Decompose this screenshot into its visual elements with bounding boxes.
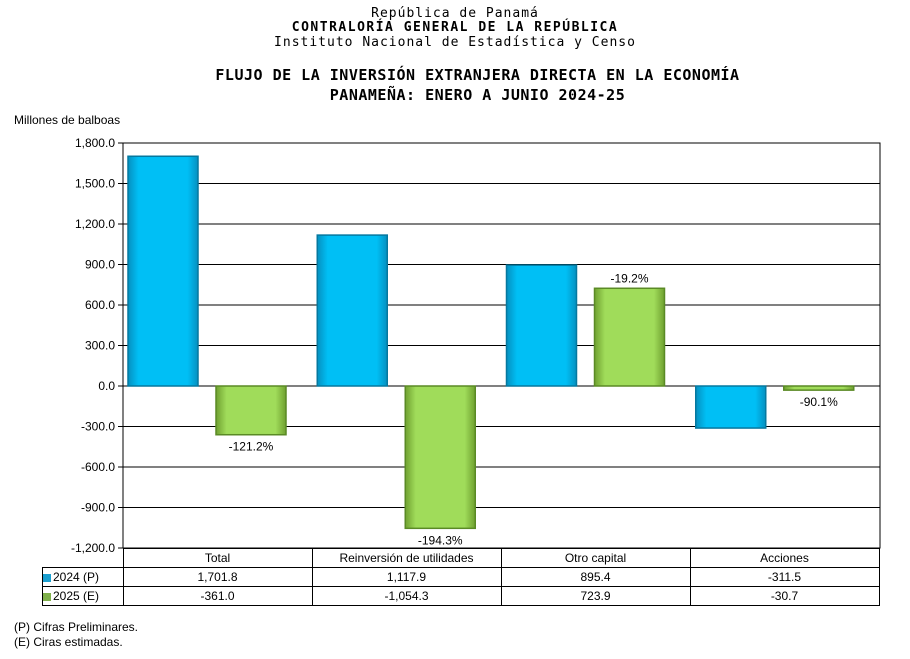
table-header-otro-capital: Otro capital: [500, 548, 691, 568]
chart-plot: 1,800.0 1,500.0 1,200.0 900.0 600.0 300.0 0.0 -…: [71, 136, 881, 555]
y-tick-label: 0.0: [98, 379, 115, 393]
table-cell: -1,054.3: [311, 586, 502, 606]
footnote-preliminary: (P) Cifras Preliminares.: [14, 620, 139, 634]
data-label-pct: -121.2%: [229, 440, 274, 454]
bar-2024: [505, 264, 578, 387]
y-tick-label: 300.0: [85, 339, 115, 353]
y-tick-label: 1,200.0: [75, 217, 115, 231]
data-table: Total Reinversión de utilidades Otro cap…: [42, 548, 880, 606]
y-tick-label: -300.0: [81, 420, 115, 434]
y-tick-label: 1,800.0: [75, 136, 115, 150]
legend-label-2025: 2025 (E): [53, 589, 100, 603]
table-cell: -361.0: [122, 586, 313, 606]
bar-2025: [215, 385, 287, 436]
table-cell: -30.7: [689, 586, 880, 606]
y-tick-label: -900.0: [81, 501, 115, 515]
legend-label-2024: 2024 (P): [53, 570, 100, 584]
chart-title-line2: PANAMEÑA: ENERO A JUNIO 2024-25: [329, 86, 626, 104]
bar-2024: [695, 385, 767, 429]
y-tick-label: 1,500.0: [75, 177, 115, 191]
y-tick-label: -600.0: [81, 460, 115, 474]
table-cell: -311.5: [689, 567, 880, 587]
header-institute: Instituto Nacional de Estadística y Cens…: [274, 35, 636, 50]
table-header-acciones: Acciones: [689, 548, 880, 568]
bar-2024: [127, 155, 199, 387]
table-header-total: Total: [122, 548, 313, 568]
table-cell: 1,701.8: [122, 567, 313, 587]
data-label-pct: -90.1%: [800, 395, 838, 409]
table-cell: 723.9: [500, 586, 691, 606]
legend-swatch-2024: [43, 573, 51, 582]
y-axis-label: Millones de balboas: [14, 113, 121, 127]
header-institution: CONTRALORÍA GENERAL DE LA REPÚBLICA: [291, 20, 619, 35]
table-cell: 1,117.9: [311, 567, 502, 587]
legend-swatch-2025: [43, 592, 51, 601]
table-row: 2024 (P) 1,701.8 1,117.9 895.4 -311.5: [42, 567, 880, 587]
bar-2025: [783, 385, 855, 391]
bar-2025: [404, 385, 476, 530]
table-cell: 895.4: [500, 567, 691, 587]
data-label-pct: -194.3%: [418, 533, 463, 547]
bar-2024: [316, 234, 388, 387]
footnote-estimated: (E) Ciras estimadas.: [14, 635, 123, 649]
y-tick-label: 600.0: [85, 298, 115, 312]
header-country: República de Panamá: [371, 6, 539, 21]
y-tick-label: 900.0: [85, 258, 115, 272]
bar-2025: [593, 287, 666, 387]
table-header-reinversion: Reinversión de utilidades: [311, 548, 502, 568]
chart-title-line1: FLUJO DE LA INVERSIÓN EXTRANJERA DIRECTA…: [215, 66, 740, 84]
data-label-pct: -19.2%: [610, 271, 648, 285]
table-row: 2025 (E) -361.0 -1,054.3 723.9 -30.7: [42, 586, 880, 606]
